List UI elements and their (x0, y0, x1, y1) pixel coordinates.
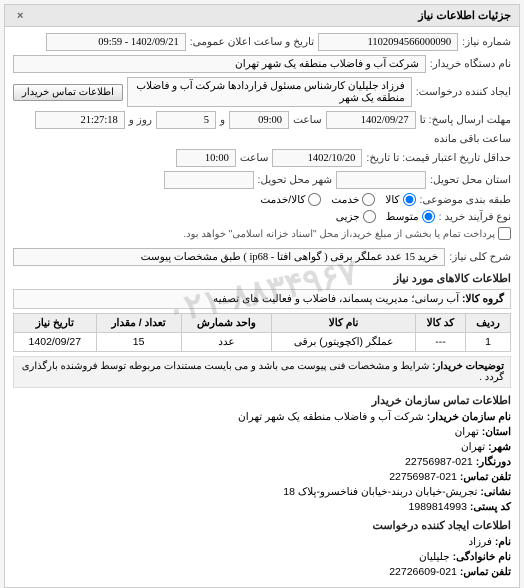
panel-header: جزئیات اطلاعات نیاز × (5, 5, 519, 27)
pack-both-radio[interactable]: کالا/خدمت (260, 193, 321, 206)
announce-label: تاریخ و ساعت اعلان عمومی: (190, 36, 314, 48)
buy-partial-radio[interactable]: جزیی (336, 210, 376, 223)
col-code: کد کالا (415, 314, 465, 333)
c-city: تهران (461, 441, 485, 453)
goods-section-title: اطلاعات کالاهای مورد نیاز (13, 272, 511, 285)
buy-note-check[interactable]: پرداخت تمام یا بخشی از مبلغ خرید،از محل … (183, 227, 511, 240)
c-phone: 021-22756987 (389, 471, 457, 483)
delivery-city-field (164, 171, 254, 189)
valid-label: حداقل تاریخ اعتبار قیمت: تا تاریخ: (366, 152, 511, 164)
buyer-org-label: نام دستگاه خریدار: (430, 58, 511, 70)
buyer-desc-label: توضیحات خریدار: (432, 361, 504, 372)
c-post-label: کد پستی: (470, 501, 511, 513)
col-qty: تعداد / مقدار (96, 314, 181, 333)
c-city-label: شهر: (488, 441, 511, 453)
table-row[interactable]: 1 --- عملگر (اکچویتور) برقی عدد 15 1402/… (14, 333, 511, 352)
c-prov-label: استان: (482, 426, 511, 438)
cr-phone-label: تلفن تماس: (460, 566, 511, 578)
creator-field: فرزاد جلیلیان کارشناس مسئول قراردادها شر… (127, 77, 412, 107)
pack-service-radio[interactable]: خدمت (331, 193, 375, 206)
col-name: نام کالا (272, 314, 416, 333)
buyer-contact-button[interactable]: اطلاعات تماس خریدار (13, 84, 123, 101)
cr-name: فرزاد (468, 536, 491, 548)
c-org: شرکت آب و فاضلاب منطقه یک شهر تهران (238, 411, 424, 423)
announce-field: 1402/09/21 - 09:59 (46, 33, 186, 51)
c-post: 1989814993 (409, 501, 467, 513)
deadline-label: مهلت ارسال پاسخ: تا (420, 114, 511, 126)
valid-time-field: 10:00 (176, 149, 236, 167)
table-header-row: ردیف کد کالا نام کالا واحد شمارش تعداد /… (14, 314, 511, 333)
panel-body: شماره نیاز: 1102094566000090 تاریخ و ساع… (5, 27, 519, 587)
time-label-1: ساعت (293, 114, 322, 126)
goods-table: ردیف کد کالا نام کالا واحد شمارش تعداد /… (13, 313, 511, 352)
cr-lname: جلیلیان (419, 551, 450, 563)
creator-label: ایجاد کننده درخواست: (416, 86, 511, 98)
cell-code: --- (415, 333, 465, 352)
deadline-date-field: 1402/09/27 (326, 111, 416, 129)
col-row: ردیف (466, 314, 511, 333)
c-org-label: نام سازمان خریدار: (427, 411, 511, 423)
pack-label: طبقه بندی موضوعی: (420, 194, 511, 206)
valid-date-field: 1402/10/20 (272, 149, 362, 167)
need-no-label: شماره نیاز: (462, 36, 511, 48)
goods-group-box: گروه کالا: آب رسانی؛ مدیریت پسماند، فاضل… (13, 289, 511, 309)
need-details-panel: جزئیات اطلاعات نیاز × شماره نیاز: 110209… (4, 4, 520, 588)
remain-days-field: 5 (156, 111, 216, 129)
delivery-city-label: شهر محل تحویل: (258, 174, 333, 186)
need-title-label: شرح کلی نیاز: (449, 251, 511, 263)
panel-title: جزئیات اطلاعات نیاز (418, 9, 511, 22)
close-icon[interactable]: × (13, 10, 27, 22)
delivery-loc-label: استان محل تحویل: (430, 174, 511, 186)
buy-type-label: نوع فرآیند خرید : (439, 211, 511, 223)
deadline-time-field: 09:00 (229, 111, 289, 129)
remain-suffix: ساعت باقی مانده (434, 133, 511, 145)
remain-days-label: روز و (129, 114, 152, 126)
c-prov: تهران (455, 426, 479, 438)
time-label-2: ساعت (240, 152, 269, 164)
buy-type-group: متوسط جزیی (336, 210, 435, 223)
buy-mid-radio[interactable]: متوسط (386, 210, 435, 223)
c-fax-label: دورنگار: (476, 456, 511, 468)
need-no-field: 1102094566000090 (318, 33, 458, 51)
group-label: گروه کالا: (462, 293, 504, 305)
creator-section-title: اطلاعات ایجاد کننده درخواست (13, 519, 511, 532)
group-value: آب رسانی؛ مدیریت پسماند، فاضلاب و فعالیت… (213, 293, 459, 305)
contact-section-title: اطلاعات تماس سازمان خریدار (13, 394, 511, 407)
pack-goods-radio[interactable]: کالا (385, 193, 415, 206)
cell-unit: عدد (181, 333, 272, 352)
cell-name: عملگر (اکچویتور) برقی (272, 333, 416, 352)
pack-radio-group: کالا خدمت کالا/خدمت (260, 193, 415, 206)
buyer-org-field: شرکت آب و فاضلاب منطقه یک شهر تهران (13, 55, 426, 73)
need-title-field: خرید 15 عدد عملگر برقی ( گواهی افتا - ip… (13, 248, 445, 266)
c-phone-label: تلفن تماس: (460, 471, 511, 483)
cell-date: 1402/09/27 (14, 333, 97, 352)
col-unit: واحد شمارش (181, 314, 272, 333)
cell-qty: 15 (96, 333, 181, 352)
col-date: تاریخ نیاز (14, 314, 97, 333)
cr-lname-label: نام خانوادگی: (453, 551, 511, 563)
cell-row: 1 (466, 333, 511, 352)
c-fax: 021-22756987 (405, 456, 473, 468)
cr-name-label: نام: (495, 536, 511, 548)
cr-phone: 021-22726609 (389, 566, 457, 578)
delivery-loc-field (336, 171, 426, 189)
c-addr: تجریش-خیابان دربند-خیابان فناخسرو-پلاک 1… (283, 486, 477, 498)
buyer-desc-bar: توضیحات خریدار: شرایط و مشخصات فنی پیوست… (13, 356, 511, 388)
c-addr-label: نشانی: (480, 486, 511, 498)
remain-and: و (220, 114, 225, 126)
remain-time-field: 21:27:18 (35, 111, 125, 129)
